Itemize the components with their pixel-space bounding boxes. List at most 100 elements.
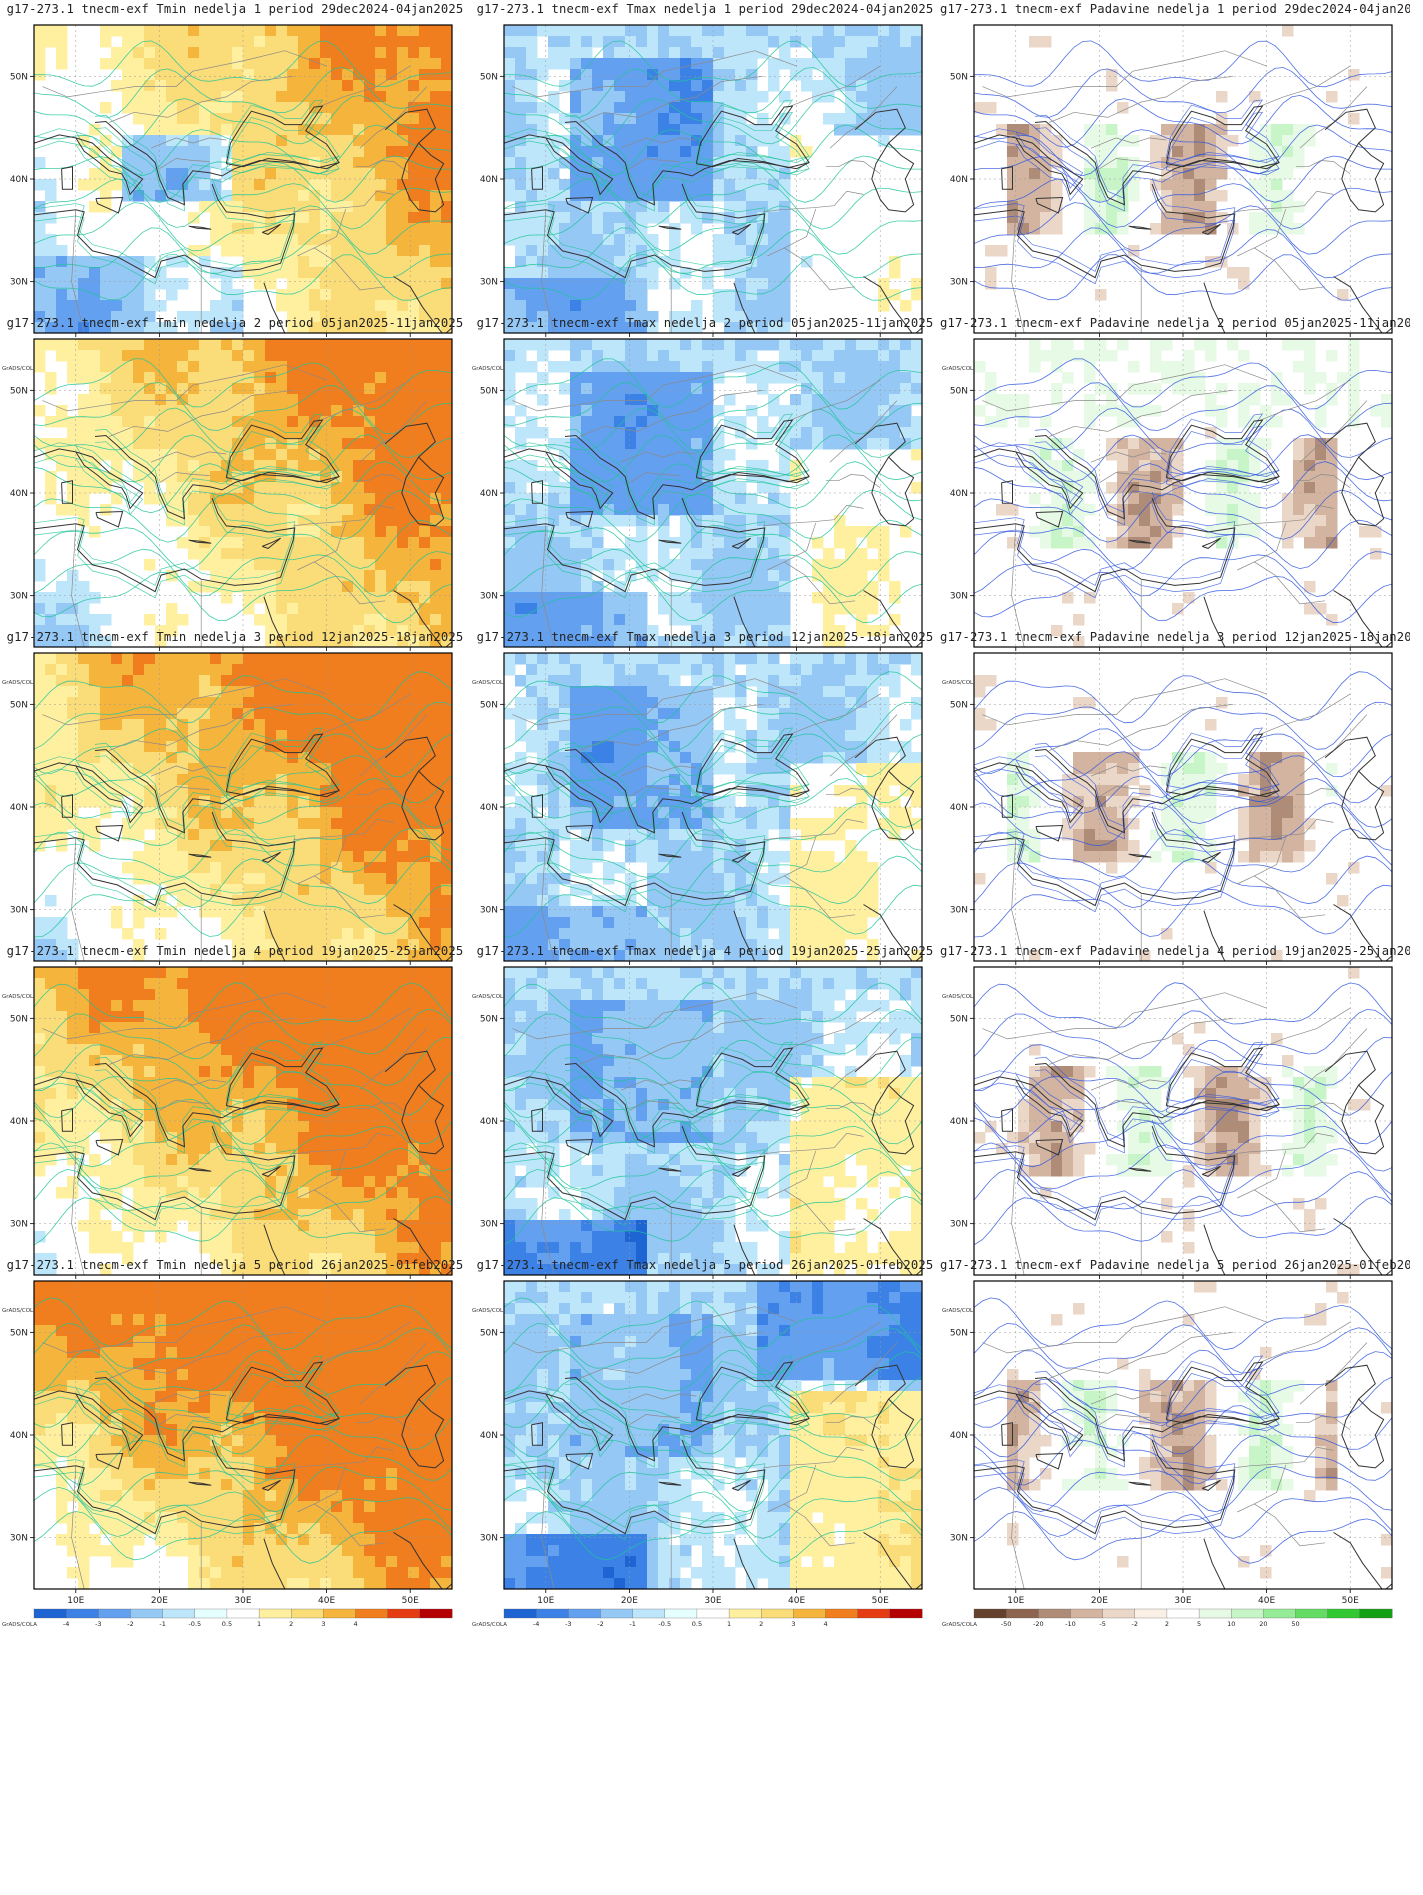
map-panel: g17-273.1 tnecm-exf Tmax nedelja 1 perio…: [470, 0, 940, 378]
field-cell: [1194, 179, 1206, 191]
field-cell: [309, 179, 321, 191]
field-cell: [408, 614, 420, 626]
field-cell: [309, 471, 321, 483]
field-cell: [298, 625, 310, 637]
coastline: [1202, 223, 1221, 235]
field-cell: [1084, 135, 1096, 147]
field-cell: [515, 223, 527, 235]
field-cell: [188, 394, 200, 406]
field-cell: [779, 592, 791, 604]
field-cell: [386, 350, 398, 362]
field-cell: [441, 405, 452, 417]
field-cell: [331, 234, 343, 246]
field-cell: [221, 58, 233, 70]
field-cell: [1315, 515, 1327, 527]
field-cell: [1051, 223, 1063, 235]
field-cell: [199, 752, 211, 764]
field-cell: [746, 581, 758, 593]
field-cell: [592, 482, 604, 494]
field-cell: [144, 124, 156, 136]
field-cell: [1040, 504, 1052, 516]
field-cell: [757, 278, 769, 290]
field-cell: [504, 515, 516, 527]
field-cell: [724, 201, 736, 213]
field-cell: [89, 763, 101, 775]
field-cell: [1293, 493, 1305, 505]
field-cell: [713, 124, 725, 136]
field-cell: [1293, 471, 1305, 483]
field-cell: [735, 581, 747, 593]
field-cell: [515, 300, 527, 312]
field-cell: [625, 482, 637, 494]
field-cell: [221, 449, 233, 461]
field-cell: [1315, 471, 1327, 483]
field-cell: [768, 256, 780, 268]
field-cell: [89, 653, 101, 665]
country-border: [825, 474, 881, 489]
field-cell: [276, 741, 288, 753]
field-cell: [111, 752, 123, 764]
field-cell: [504, 394, 516, 406]
field-cell: [188, 653, 200, 665]
field-cell: [867, 438, 879, 450]
field-cell: [276, 774, 288, 786]
field-cell: [155, 267, 167, 279]
field-cell: [1249, 416, 1261, 428]
field-cell: [298, 350, 310, 362]
field-cell: [408, 69, 420, 81]
field-cell: [397, 697, 409, 709]
field-cell: [100, 361, 112, 373]
field-cell: [276, 394, 288, 406]
field-cell: [603, 592, 615, 604]
field-cell: [746, 157, 758, 169]
field-cell: [746, 245, 758, 257]
field-cell: [746, 603, 758, 615]
field-cell: [353, 168, 365, 180]
country-border: [1299, 400, 1368, 463]
field-cell: [342, 796, 354, 808]
field-cell: [331, 438, 343, 450]
field-cell: [669, 394, 681, 406]
field-cell: [397, 829, 409, 841]
field-cell: [298, 449, 310, 461]
field-cell: [592, 427, 604, 439]
field-cell: [526, 124, 538, 136]
field-cell: [669, 427, 681, 439]
field-cell: [342, 416, 354, 428]
field-cell: [515, 603, 527, 615]
field-cell: [419, 102, 431, 114]
field-cell: [34, 653, 46, 665]
field-cell: [188, 752, 200, 764]
field-cell: [504, 482, 516, 494]
field-cell: [45, 807, 57, 819]
contour-line: [695, 425, 810, 489]
field-cell: [67, 300, 79, 312]
anomaly-field: [504, 339, 922, 647]
field-cell: [746, 614, 758, 626]
field-cell: [592, 223, 604, 235]
field-cell: [1337, 372, 1349, 384]
field-cell: [1183, 223, 1195, 235]
field-cell: [221, 311, 233, 323]
field-cell: [614, 91, 626, 103]
field-cell: [265, 653, 277, 665]
field-cell: [680, 113, 692, 125]
contour-line: [1034, 441, 1280, 526]
field-cell: [779, 438, 791, 450]
field-cell: [570, 223, 582, 235]
field-cell: [537, 548, 549, 560]
field-cell: [408, 664, 420, 676]
field-cell: [735, 91, 747, 103]
field-cell: [375, 179, 387, 191]
field-cell: [408, 829, 420, 841]
field-cell: [419, 504, 431, 516]
country-border: [297, 208, 347, 257]
field-cell: [375, 201, 387, 213]
field-cell: [78, 493, 90, 505]
field-cell: [515, 135, 527, 147]
field-cell: [287, 135, 299, 147]
field-cell: [1216, 212, 1228, 224]
field-cell: [1227, 493, 1239, 505]
field-cell: [320, 686, 332, 698]
field-cell: [155, 135, 167, 147]
